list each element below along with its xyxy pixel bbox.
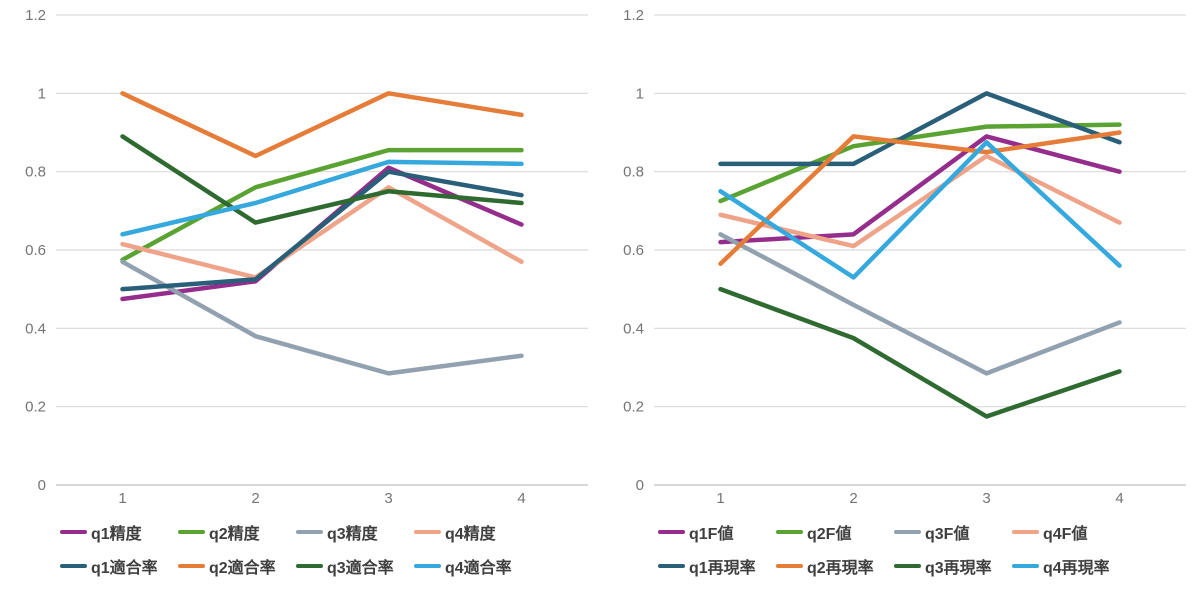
panel-accuracy-precision: 0 0.2 0.4 0.6 0.8 1 1.2 1 2 3 4 q1精度 q2精度 q3精度 q4精度 q1… (0, 0, 598, 609)
legend-label: q4F値 (1043, 526, 1088, 543)
legend-swatch-icon (296, 529, 323, 535)
legend-label: q3精度 (327, 526, 378, 543)
x-tick-label: 1 (716, 490, 724, 507)
series-line-1-6 (718, 286, 1122, 419)
legend-swatch-icon (658, 529, 685, 535)
legend-swatch-icon (1012, 529, 1039, 535)
legend-item-0-6: q3適合率 (296, 554, 414, 578)
legend-label: q2F値 (807, 526, 852, 543)
y-tick-label: 0.4 (25, 320, 46, 337)
series-line-1-3 (718, 153, 1122, 249)
series-line-1-5 (718, 130, 1122, 266)
legend-label: q3適合率 (327, 560, 394, 577)
legend-item-1-0: q1F値 (658, 520, 776, 544)
legend-item-0-4: q1適合率 (60, 554, 178, 578)
legend-label: q2精度 (209, 526, 260, 543)
legend-label: q1適合率 (91, 560, 158, 577)
legend-swatch-icon (776, 563, 803, 569)
legend-swatch-icon (60, 563, 87, 569)
series-line-1-4 (718, 91, 1122, 167)
legend-label: q3F値 (925, 526, 970, 543)
legend-item-0-7: q4適合率 (414, 554, 532, 578)
legend-swatch-icon (658, 563, 685, 569)
chart-fvalue-recall: 0 0.2 0.4 0.6 0.8 1 1.2 1 2 3 4 (623, 7, 1186, 507)
series-line-0-6 (120, 134, 524, 225)
legend-item-1-4: q1再現率 (658, 554, 776, 578)
chart-accuracy-precision: 0 0.2 0.4 0.6 0.8 1 1.2 1 2 3 4 (25, 7, 588, 507)
legend-fvalue-recall: q1F値 q2F値 q3F値 q4F値 q1再現率 q2再現率 q3再現率 q4再現率 (598, 520, 1196, 578)
legend-swatch-icon (776, 529, 803, 535)
legend-item-0-2: q3精度 (296, 520, 414, 544)
series-line-0-5 (120, 91, 524, 159)
y-tick-label: 0 (636, 477, 644, 494)
legend-item-1-3: q4F値 (1012, 520, 1130, 544)
legend-label: q3再現率 (925, 560, 992, 577)
y-tick-label: 1 (636, 85, 644, 102)
legend-item-0-1: q2精度 (178, 520, 296, 544)
legend-item-1-5: q2再現率 (776, 554, 894, 578)
legend-item-1-1: q2F値 (776, 520, 894, 544)
legend-item-1-6: q3再現率 (894, 554, 1012, 578)
legend-swatch-icon (296, 563, 323, 569)
legend-label: q1再現率 (689, 560, 756, 577)
legend-label: q4適合率 (445, 560, 512, 577)
legend-item-1-7: q4再現率 (1012, 554, 1130, 578)
legend-swatch-icon (178, 529, 205, 535)
y-tick-label: 0 (38, 477, 46, 494)
legend-label: q2再現率 (807, 560, 874, 577)
x-tick-label: 4 (1115, 490, 1123, 507)
y-tick-label: 0.6 (623, 242, 644, 259)
x-tick-label: 2 (251, 490, 259, 507)
x-tick-label: 4 (517, 490, 525, 507)
legend-swatch-icon (1012, 563, 1039, 569)
legend-item-1-2: q3F値 (894, 520, 1012, 544)
legend-swatch-icon (178, 563, 205, 569)
y-tick-label: 0.8 (623, 164, 644, 181)
y-tick-label: 0.6 (25, 242, 46, 259)
series-line-1-2 (718, 232, 1122, 376)
legend-label: q2適合率 (209, 560, 276, 577)
y-tick-label: 0.4 (623, 320, 644, 337)
y-tick-label: 1.2 (623, 7, 644, 24)
series-line-0-4 (120, 169, 524, 292)
legend-item-0-3: q4精度 (414, 520, 532, 544)
series-line-0-2 (120, 259, 524, 376)
y-tick-label: 0.2 (25, 399, 46, 416)
legend-accuracy-precision: q1精度 q2精度 q3精度 q4精度 q1適合率 q2適合率 q3適合率 q4適合率 (0, 520, 598, 578)
series-line-0-7 (120, 159, 524, 237)
series-line-1-0 (718, 134, 1122, 245)
legend-swatch-icon (894, 529, 921, 535)
legend-swatch-icon (414, 529, 441, 535)
x-tick-label: 3 (982, 490, 990, 507)
legend-label: q4再現率 (1043, 560, 1110, 577)
series-line-0-1 (120, 147, 524, 263)
legend-item-0-0: q1精度 (60, 520, 178, 544)
x-tick-label: 2 (849, 490, 857, 507)
legend-item-0-5: q2適合率 (178, 554, 296, 578)
y-tick-label: 0.2 (623, 399, 644, 416)
y-tick-label: 1 (38, 85, 46, 102)
legend-label: q1精度 (91, 526, 142, 543)
legend-label: q4精度 (445, 526, 496, 543)
panel-fvalue-recall: 0 0.2 0.4 0.6 0.8 1 1.2 1 2 3 4 q1F値 q2F値 q3F値 q4F値 q1… (598, 0, 1196, 609)
series-line-1-7 (718, 140, 1122, 280)
legend-swatch-icon (60, 529, 87, 535)
x-tick-label: 1 (118, 490, 126, 507)
legend-swatch-icon (894, 563, 921, 569)
y-tick-label: 1.2 (25, 7, 46, 24)
legend-label: q1F値 (689, 526, 734, 543)
x-tick-label: 3 (384, 490, 392, 507)
y-tick-label: 0.8 (25, 164, 46, 181)
legend-swatch-icon (414, 563, 441, 569)
series-line-0-3 (120, 185, 524, 280)
series-line-1-1 (718, 122, 1122, 204)
